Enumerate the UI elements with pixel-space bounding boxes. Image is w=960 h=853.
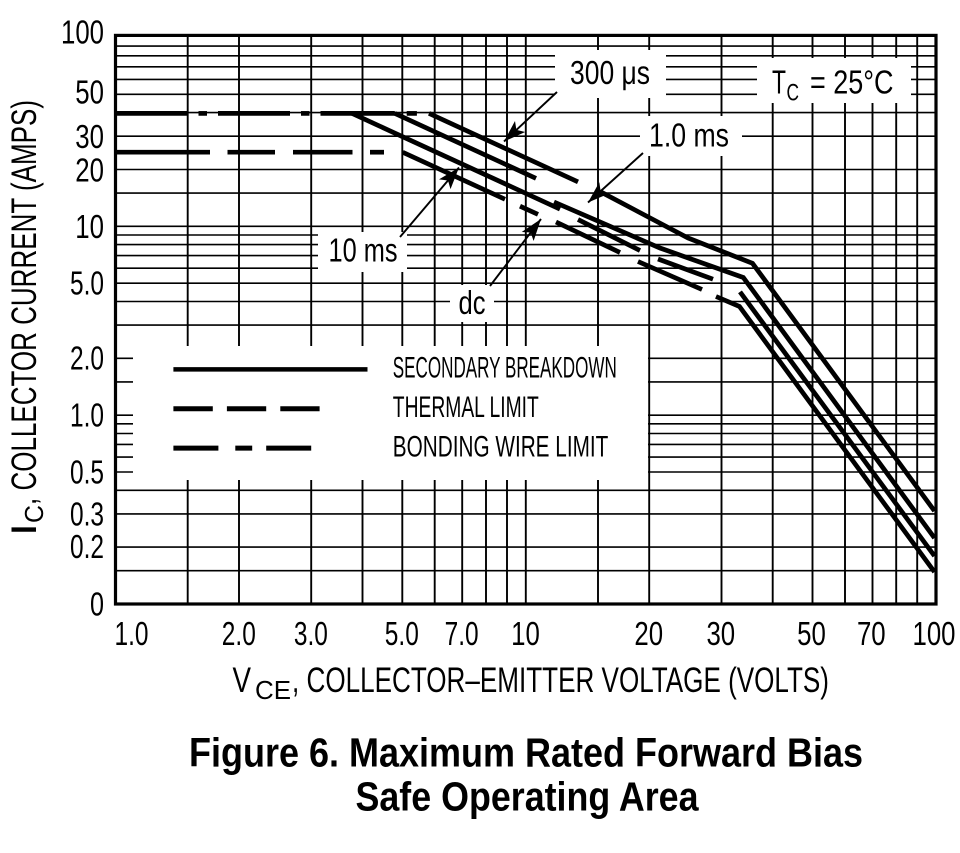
svg-text:10 ms: 10 ms: [329, 231, 398, 268]
svg-text:THERMAL LIMIT: THERMAL LIMIT: [393, 391, 539, 424]
svg-text:10: 10: [511, 615, 540, 652]
svg-text:30: 30: [75, 118, 104, 155]
svg-text:1.0: 1.0: [70, 397, 104, 434]
svg-text:2.0: 2.0: [70, 340, 104, 377]
svg-text:300 μs: 300 μs: [570, 54, 650, 91]
svg-text:50: 50: [75, 73, 104, 110]
svg-text:0.3: 0.3: [70, 495, 104, 532]
svg-text:C: C: [787, 80, 800, 107]
svg-text:CE: CE: [255, 677, 291, 705]
svg-text:T: T: [772, 64, 786, 101]
svg-text:BONDING WIRE LIMIT: BONDING WIRE LIMIT: [393, 430, 609, 463]
svg-text:1.0: 1.0: [115, 615, 149, 652]
svg-text:1.0 ms: 1.0 ms: [649, 117, 729, 154]
svg-text:10: 10: [75, 208, 104, 245]
svg-text:= 25°C: = 25°C: [810, 64, 894, 101]
svg-text:100: 100: [61, 14, 104, 51]
svg-text:50: 50: [797, 615, 826, 652]
svg-text:0.5: 0.5: [70, 453, 104, 490]
svg-text:7.0: 7.0: [445, 615, 479, 652]
svg-text:2.0: 2.0: [222, 615, 256, 652]
svg-text:5.0: 5.0: [385, 615, 419, 652]
svg-text:0.2: 0.2: [70, 528, 104, 565]
svg-text:Figure 6. Maximum Rated Forwar: Figure 6. Maximum Rated Forward Bias: [189, 730, 863, 776]
svg-text:70: 70: [857, 615, 886, 652]
svg-text:0: 0: [90, 585, 104, 622]
svg-text:IC, COLLECTOR CURRENT (AMPS): IC, COLLECTOR CURRENT (AMPS): [4, 100, 49, 536]
svg-text:SECONDARY BREAKDOWN: SECONDARY BREAKDOWN: [393, 352, 617, 385]
svg-text:20: 20: [634, 615, 663, 652]
svg-text:20: 20: [75, 151, 104, 188]
svg-text:Safe Operating Area: Safe Operating Area: [356, 774, 700, 820]
svg-text:30: 30: [706, 615, 735, 652]
svg-text:3.0: 3.0: [294, 615, 328, 652]
svg-text:5.0: 5.0: [70, 265, 104, 302]
svg-text:, COLLECTOR–EMITTER VOLTAGE (V: , COLLECTOR–EMITTER VOLTAGE (VOLTS): [292, 660, 829, 700]
svg-text:100: 100: [913, 615, 956, 652]
svg-text:V: V: [233, 660, 252, 700]
svg-text:dc: dc: [459, 284, 486, 321]
